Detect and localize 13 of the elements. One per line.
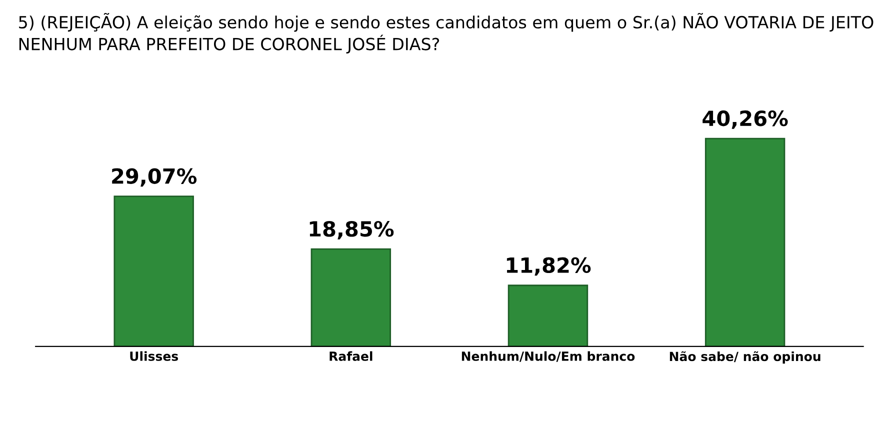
bar [704,138,786,346]
data-label: 40,26% [702,110,788,129]
bar [508,284,588,346]
x-tick-label: Não sabe/ não opinou [670,351,820,364]
bar [310,248,392,346]
x-tick-label: Rafael [330,351,372,361]
bar [114,196,194,346]
chart-title: 5) (REJEIÇÃO) A eleição sendo hoje e sendo estes candidatos em quem o Sr.(a) NÃO VOTARIA DE JEITO NENHUM PARA PREFEITO DE CORONEL JOSÉ DIAS? [19,12,874,54]
data-label: 11,82% [506,257,591,276]
data-label: 18,85% [310,220,394,240]
x-tick-label: Ulisses [130,351,178,361]
data-label: 29,07% [112,168,197,187]
x-tick-label: Nenhum/Nulo/Em branco [462,351,635,362]
